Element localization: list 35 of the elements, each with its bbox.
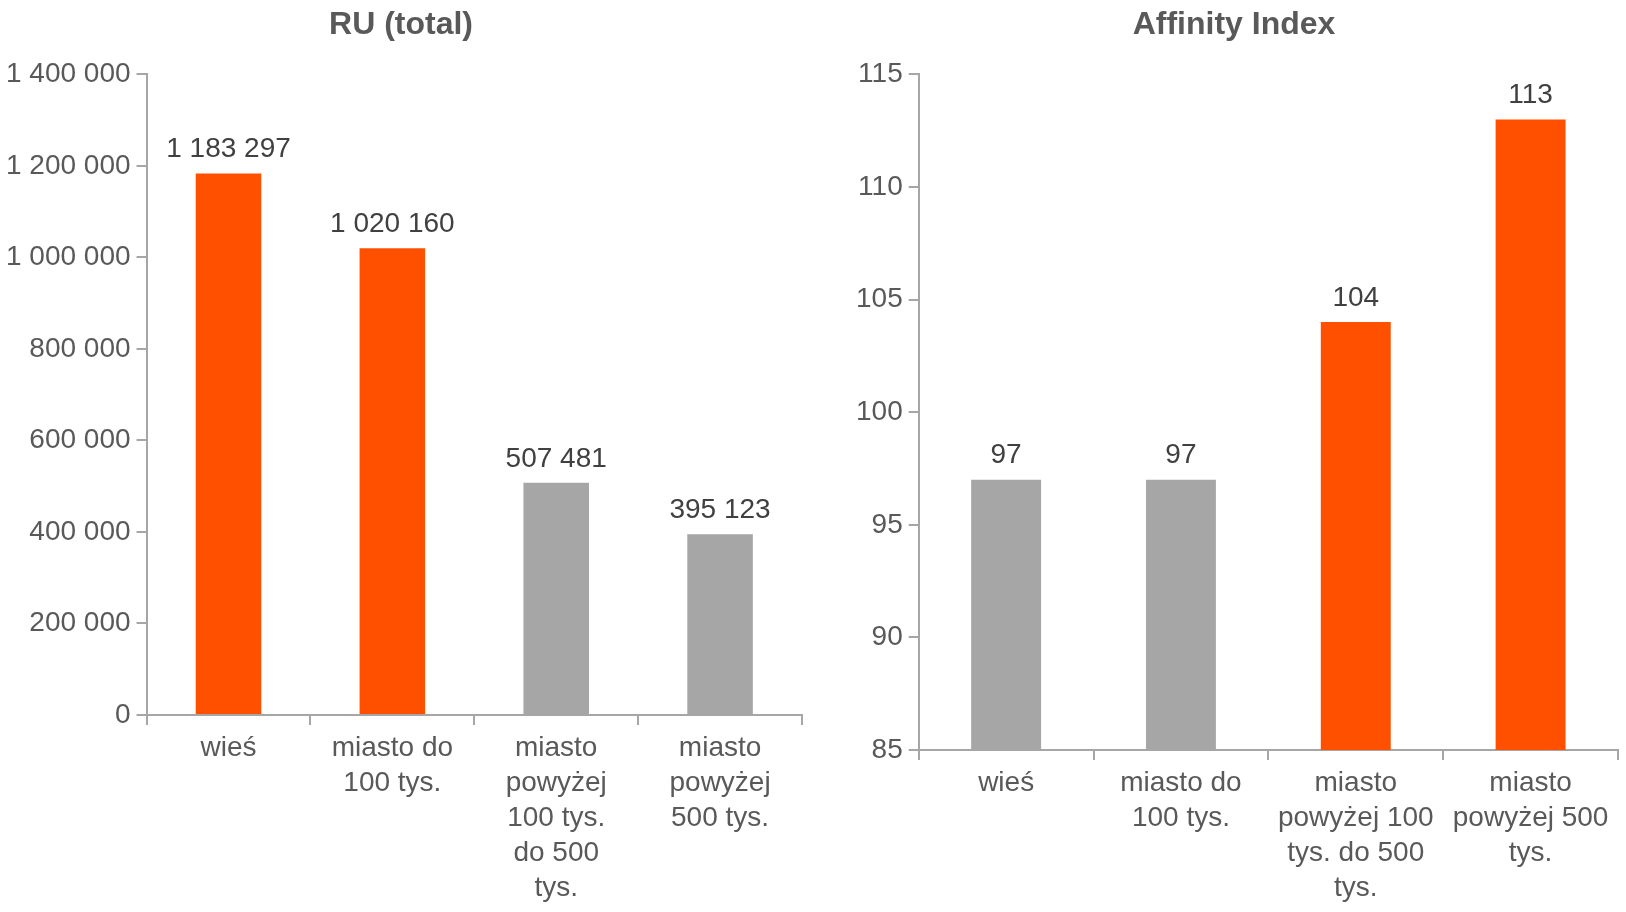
y-tick-label: 400 000: [29, 514, 131, 546]
data-label: 395 123: [669, 492, 771, 524]
x-tick-label: miasto do 100 tys.: [1120, 766, 1242, 833]
y-tick-label: 110: [858, 169, 903, 201]
y-tick-label: 1 200 000: [5, 148, 131, 180]
y-tick-label: 1 000 000: [5, 240, 131, 272]
y-tick-label: 90: [871, 620, 903, 652]
y-tick-label: 85: [871, 732, 903, 764]
y-tick-label: 1 400 000: [5, 57, 131, 89]
x-tick-label: wieś: [199, 731, 257, 763]
x-tick-label: miasto do 100 tys.: [331, 731, 454, 798]
chart-title: RU (total): [329, 5, 473, 42]
data-label: 97: [1165, 438, 1197, 470]
y-tick-label: 115: [858, 57, 903, 89]
data-label: 507 481: [505, 441, 607, 473]
y-tick-label: 200 000: [29, 606, 131, 638]
x-tick-label: miasto powyżej 500 tys.: [669, 731, 771, 833]
y-tick-label: 600 000: [29, 423, 131, 455]
data-label: 113: [1508, 78, 1553, 110]
data-label: 97: [990, 438, 1022, 470]
y-tick-label: 105: [856, 282, 903, 314]
x-tick-label: miasto powyżej 100 tys. do 500 tys.: [505, 731, 607, 903]
y-tick-label: 0: [114, 697, 131, 729]
data-label: 1 020 160: [330, 206, 455, 238]
y-tick-label: 95: [871, 507, 903, 539]
y-tick-label: 100: [856, 394, 903, 426]
x-tick-label: wieś: [977, 766, 1035, 798]
data-label: 1 183 297: [166, 132, 291, 164]
x-tick-label: miasto powyżej 500 tys.: [1452, 766, 1609, 868]
y-tick-label: 800 000: [29, 331, 131, 363]
x-tick-label: miasto powyżej 100 tys. do 500 tys.: [1277, 766, 1434, 903]
chart-title: Affinity Index: [1132, 5, 1336, 42]
data-label: 104: [1332, 280, 1380, 312]
bar: [359, 248, 426, 714]
bar: [195, 173, 262, 714]
